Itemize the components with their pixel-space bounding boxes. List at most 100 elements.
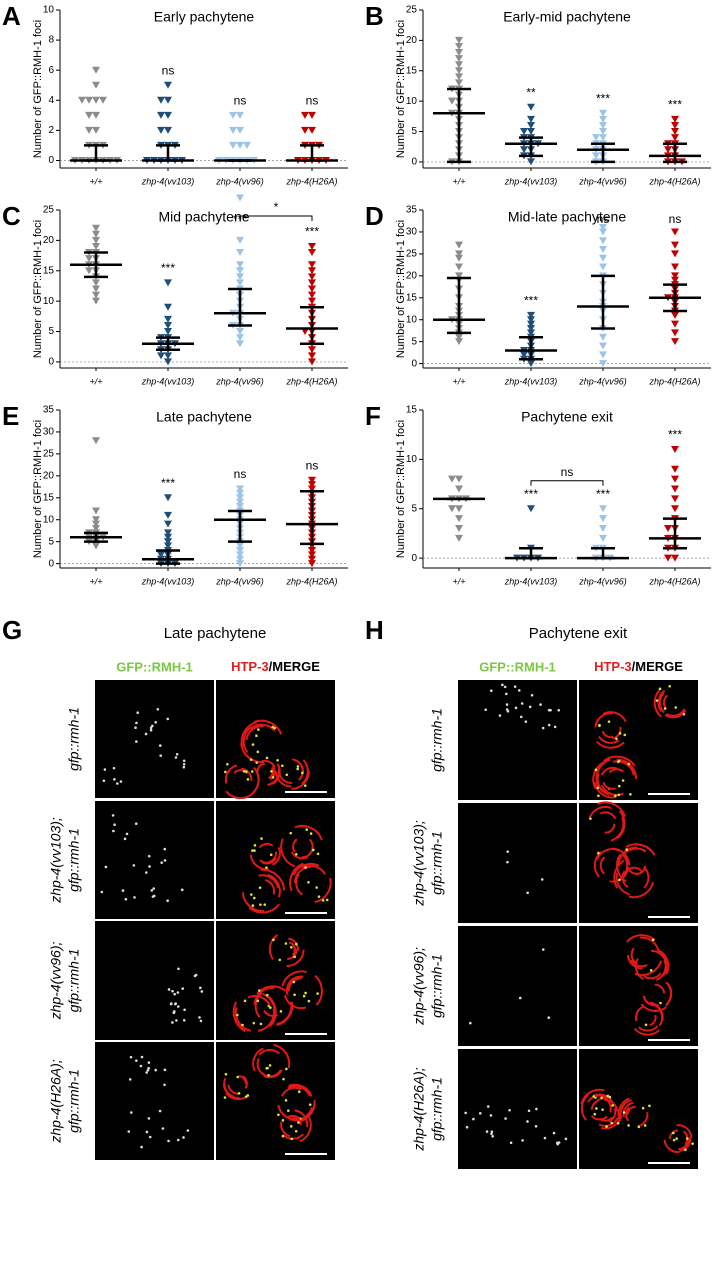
focus (301, 771, 304, 775)
data-point (236, 279, 244, 287)
data-point (671, 554, 679, 562)
focus (130, 1111, 133, 1114)
data-point (527, 311, 535, 319)
data-point (164, 96, 172, 104)
data-point (671, 495, 679, 503)
focus (519, 715, 523, 719)
data-point (664, 146, 672, 154)
chromosome-axis (287, 1085, 311, 1097)
chromosome-axis (241, 767, 253, 781)
x-tick-label: zhp-4(H26A) (285, 576, 337, 586)
chromosome-axis (643, 866, 650, 889)
focus (163, 859, 167, 862)
data-point (229, 111, 237, 119)
focus (526, 891, 529, 895)
data-point (92, 520, 100, 528)
data-point (599, 263, 607, 271)
chromosome-axis (580, 1094, 589, 1121)
data-point (527, 325, 535, 332)
chromosome-axis (626, 866, 643, 873)
focus (111, 814, 115, 817)
chromosome-axis (252, 1047, 264, 1072)
focus (469, 1021, 472, 1025)
focus (259, 903, 262, 906)
bracket-label: * (274, 200, 279, 214)
focus (140, 1145, 143, 1149)
data-point (92, 437, 100, 445)
focus (672, 1138, 676, 1142)
chromosome-axis (666, 708, 686, 717)
focus (524, 720, 528, 723)
focus (518, 996, 522, 1000)
y-tick-label: 6 (48, 65, 54, 76)
chromosome-axis (249, 723, 276, 732)
chromosome-axis (610, 817, 625, 842)
panel-letter: A (2, 1, 21, 31)
focus (593, 1112, 597, 1116)
y-axis-label: Number of GFP::RMH-1 foci (395, 420, 407, 558)
focus (506, 850, 509, 853)
data-point (455, 338, 463, 346)
chromosome-axis (657, 689, 666, 713)
chromosome-axis (654, 1004, 664, 1027)
y-axis-label: Number of GFP::RMH-1 foci (32, 420, 44, 558)
data-point (164, 126, 172, 134)
focus (539, 703, 542, 706)
data-point (164, 511, 172, 519)
channel-label: GFP::RMH-1 (479, 659, 556, 674)
focus (506, 860, 509, 864)
chromosome-axis (301, 846, 314, 859)
data-point (236, 273, 244, 281)
focus (308, 1103, 312, 1106)
focus (276, 758, 279, 762)
focus (182, 765, 186, 769)
focus (297, 1121, 300, 1124)
micrograph (579, 680, 698, 800)
focus (520, 702, 524, 705)
chromosome-axis (282, 1133, 304, 1140)
focus (135, 721, 138, 725)
chromosome-axis (580, 1088, 605, 1105)
chromosome-axis (273, 1043, 291, 1069)
focus (293, 993, 296, 997)
row-label: gfp::rmh-1 (66, 949, 82, 1013)
data-point (236, 560, 244, 568)
focus (250, 770, 254, 773)
x-tick-label: zhp-4(H26A) (648, 376, 700, 386)
data-point (92, 111, 100, 119)
focus (236, 1013, 239, 1017)
focus (597, 851, 600, 855)
chromosome-axis (257, 1008, 275, 1032)
chromosome-axis (295, 873, 303, 896)
focus (534, 1124, 538, 1128)
focus (600, 1096, 603, 1099)
chromosome-axis (601, 730, 614, 739)
focus (289, 831, 293, 835)
y-tick-label: 15 (406, 405, 418, 416)
y-tick-label: 5 (411, 503, 417, 514)
chromosome-axis (596, 773, 608, 795)
channel-red: HTP-3 (594, 659, 632, 674)
focus (321, 899, 325, 902)
focus (161, 1127, 165, 1130)
focus (145, 1130, 149, 1134)
focus (285, 773, 289, 777)
focus (154, 1068, 157, 1072)
focus (258, 886, 262, 889)
data-point (520, 128, 528, 136)
data-point (599, 115, 607, 123)
chromosome-axis (294, 1109, 309, 1128)
focus (159, 754, 162, 757)
focus (675, 1137, 678, 1140)
y-tick-label: 35 (406, 205, 418, 216)
data-point (599, 534, 607, 542)
chromosome-axis (277, 1104, 299, 1121)
focus (149, 728, 153, 732)
chromosome-axis (251, 766, 260, 795)
data-point (671, 241, 679, 249)
data-point (599, 525, 607, 532)
data-point (527, 316, 535, 324)
focus (147, 1061, 151, 1064)
significance-label: ns (669, 212, 682, 226)
panel-letter: E (2, 401, 19, 431)
